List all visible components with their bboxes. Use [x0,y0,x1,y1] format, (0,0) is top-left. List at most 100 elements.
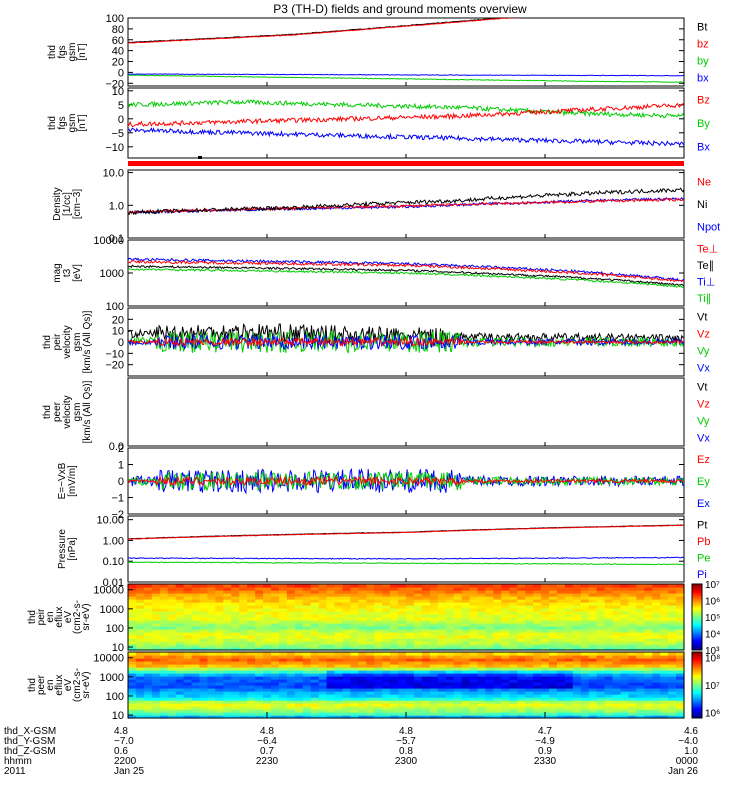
spectrogram-cell [660,605,669,609]
spectrogram-cell [660,694,669,698]
spectrogram-cell [556,608,566,612]
spectrogram-cell [588,694,598,698]
spectrogram-cell [263,599,272,603]
spectrogram-cell [636,644,645,648]
spectrogram-cell [406,709,415,713]
spectrogram-cell [596,638,606,642]
spectrogram-cell [231,652,240,656]
spectrogram-cell [548,584,558,588]
spectrogram-cell [660,706,669,710]
spectrogram-cell [580,691,590,695]
spectrogram-cell [548,682,558,686]
spectrogram-cell [382,658,391,662]
spectrogram-cell [668,667,677,671]
spectrogram-cell [453,635,463,639]
spectrogram-cell [413,709,423,713]
colorbar-cell [692,693,702,696]
spectrogram-cell [334,623,344,627]
spectrogram-cell [199,712,209,716]
spectrogram-cell [278,635,288,639]
panel-frame [127,583,685,651]
spectrogram-cell [398,673,407,677]
spectrogram-cell [668,614,677,618]
spectrogram-cell [334,611,344,615]
spectrogram-cell [263,679,272,683]
spectrogram-cell [564,605,574,609]
spectrogram-cell [223,596,232,600]
spectrogram-cell [318,596,328,600]
spectrogram-cell [596,664,606,668]
spectrogram-cell [580,694,590,698]
spectrogram-cell [207,670,216,674]
spectrogram-cell [151,611,161,615]
spectrogram-cell [231,641,240,645]
spectrogram-cell [406,638,415,642]
spectrogram-cell [342,644,351,648]
spectrogram-cell [358,691,367,695]
spectrogram-cell [429,706,439,710]
spectrogram-cell [525,700,534,704]
spectrogram-cell [382,584,391,588]
y-tick-label: 1000 [100,268,124,280]
spectrogram-cell [453,703,463,707]
spectrogram-cell [366,658,375,662]
spectrogram-cell [620,712,629,716]
spectrogram-cell [477,590,487,594]
spectrogram-cell [270,641,280,645]
legend-entry: Te⊥ [697,243,718,255]
spectrogram-cell [175,688,185,692]
spectrogram-cell [255,593,264,597]
spectrogram-cell [445,593,455,597]
spectrogram-cell [485,611,494,615]
spectrogram-cell [413,691,423,695]
spectrogram-cell [310,682,320,686]
spectrogram-cell [580,670,590,674]
spectrogram-cell [318,697,328,701]
spectrogram-cell [223,587,232,591]
spectrogram-cell [255,620,264,624]
spectrogram-cell [247,623,256,627]
spectrogram-cell [652,611,661,615]
spectrogram-cell [199,599,209,603]
spectrogram-cell [628,697,637,701]
colorbar-cell [692,696,702,699]
spectrogram-cell [445,679,455,683]
spectrogram-cell [167,682,177,686]
spectrogram-cell [501,661,510,665]
spectrogram-cell [493,644,502,648]
spectrogram-cell [437,623,447,627]
x-axis-value: 2330 [534,756,557,767]
spectrogram-cell [564,587,574,591]
spectrogram-cell [612,661,622,665]
spectrogram-cell [556,614,566,618]
spectrogram-cell [302,658,312,662]
spectrogram-cell [636,652,645,656]
spectrogram-cell [151,655,161,659]
spectrogram-cell [437,644,447,648]
spectrogram-cell [151,667,161,671]
spectrogram-cell [143,620,153,624]
spectrogram-cell [421,599,431,603]
spectrogram-cell [604,629,614,633]
spectrogram-cell [572,706,582,710]
spectrogram-cell [239,590,248,594]
spectrogram-cell [437,691,447,695]
spectrogram-cell [628,703,637,707]
spectrogram-cell [461,599,471,603]
spectrogram-cell [143,670,153,674]
legend-entry: Vy [697,416,710,428]
spectrogram-cell [580,673,590,677]
spectrogram-cell [469,629,479,633]
spectrogram-cell [652,599,661,603]
spectrogram-cell [278,703,288,707]
spectrogram-cell [199,700,209,704]
spectrogram-cell [318,700,328,704]
spectrogram-cell [477,673,487,677]
spectrogram-cell [509,676,518,680]
spectrogram-cell [445,611,455,615]
spectrogram-cell [413,605,423,609]
y-axis-label-line: t3 [62,268,73,277]
spectrogram-cell [517,688,526,692]
spectrogram-cell [263,590,272,594]
series-blue [128,556,684,560]
